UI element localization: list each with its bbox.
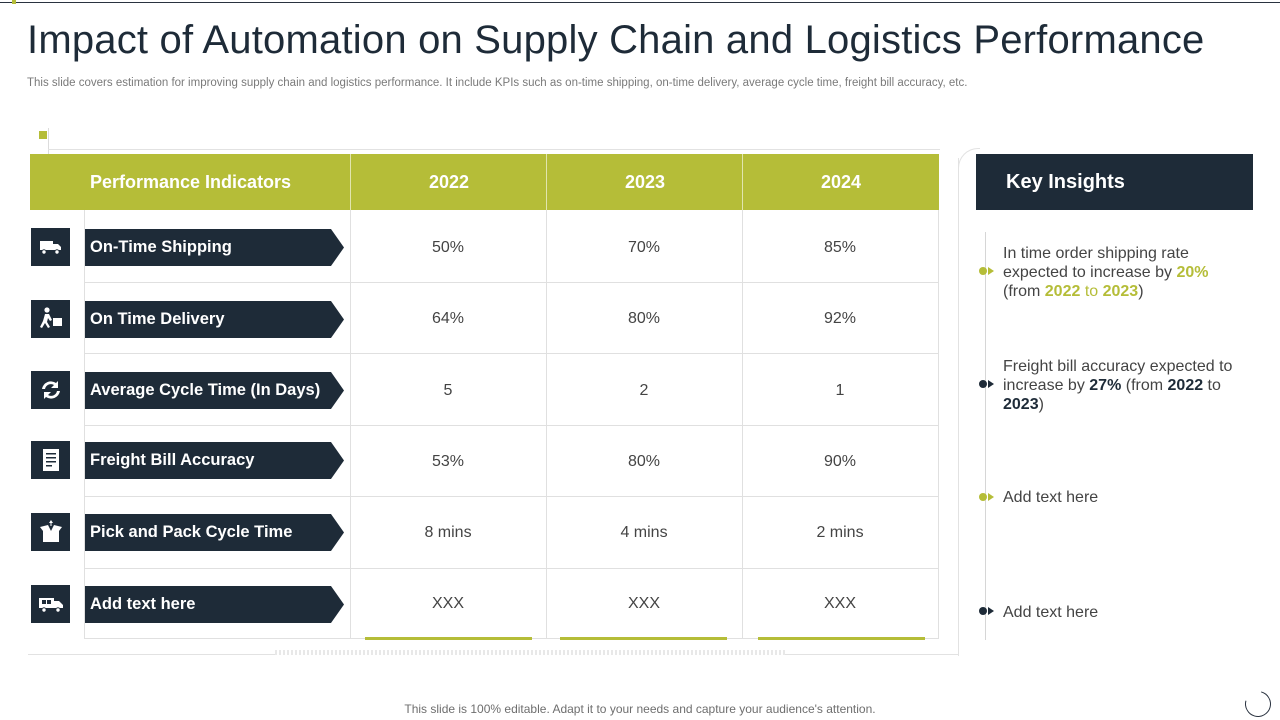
decorative-line xyxy=(958,158,959,656)
cell-2022: 50% xyxy=(431,239,465,256)
header-year-2022: 2022 xyxy=(428,171,470,192)
slide-title: Impact of Automation on Supply Chain and… xyxy=(27,18,1205,62)
cell-2022: 5 xyxy=(443,382,453,399)
table-grid-line xyxy=(84,282,939,283)
column-accent-bar xyxy=(560,637,727,640)
header-divider xyxy=(742,154,743,210)
open-box-icon xyxy=(31,513,70,551)
header-divider xyxy=(546,154,547,210)
column-accent-bar xyxy=(365,637,532,640)
cell-2024: 90% xyxy=(823,453,857,470)
table-grid-line xyxy=(84,353,939,354)
row-label-add-text: Add text here xyxy=(85,586,344,623)
cell-2022: 53% xyxy=(431,453,465,470)
top-border-line xyxy=(0,2,1280,3)
top-accent-dot xyxy=(12,0,16,4)
row-label-pick-and-pack-cycle-time: Pick and Pack Cycle Time xyxy=(85,514,344,551)
table-grid-line xyxy=(84,425,939,426)
table-header-row: Performance Indicators 2022 2023 2024 xyxy=(30,154,939,210)
invoice-icon xyxy=(31,441,70,479)
row-label-on-time-delivery: On Time Delivery xyxy=(85,301,344,338)
insights-timeline-line xyxy=(985,232,986,640)
table-grid-line xyxy=(546,210,547,639)
table-grid-line xyxy=(84,496,939,497)
cell-2024: 85% xyxy=(823,239,857,256)
delivery-person-icon xyxy=(31,300,70,338)
delivery-van-icon xyxy=(31,585,70,623)
bullet-icon xyxy=(979,379,995,389)
cell-2022: 8 mins xyxy=(424,524,472,541)
insight-item: Add text here xyxy=(1003,489,1099,506)
table-grid-line xyxy=(84,568,939,569)
header-year-2023: 2023 xyxy=(624,171,666,192)
decorative-line xyxy=(48,128,49,154)
cell-2023: 80% xyxy=(627,453,661,470)
header-year-2024: 2024 xyxy=(820,171,862,192)
insight-item: Freight bill accuracy expected to increa… xyxy=(1003,358,1233,413)
bullet-icon xyxy=(979,492,995,502)
row-label-on-time-shipping: On-Time Shipping xyxy=(85,229,344,266)
decorative-hatch xyxy=(275,650,785,655)
insight-item: Add text here xyxy=(1003,604,1099,621)
cell-2024: 2 mins xyxy=(816,524,864,541)
header-divider xyxy=(350,154,351,210)
row-label-freight-bill-accuracy: Freight Bill Accuracy xyxy=(85,442,344,479)
cycle-arrows-icon xyxy=(31,371,70,409)
cell-2024: XXX xyxy=(823,595,856,612)
column-accent-bar xyxy=(758,637,925,640)
table-grid-line xyxy=(742,210,743,639)
bullet-icon xyxy=(979,266,995,276)
cell-2024: 1 xyxy=(835,382,845,399)
accent-square xyxy=(39,131,47,139)
cell-2023: 2 xyxy=(639,382,649,399)
cell-2023: XXX xyxy=(627,595,660,612)
cell-2022: XXX xyxy=(431,595,464,612)
cell-2023: 4 mins xyxy=(620,524,668,541)
truck-icon xyxy=(31,228,70,266)
cell-2023: 70% xyxy=(627,239,661,256)
decorative-line xyxy=(48,149,940,150)
header-performance-indicators: Performance Indicators xyxy=(90,171,292,192)
row-label-average-cycle-time: Average Cycle Time (In Days) xyxy=(85,372,344,409)
bullet-icon xyxy=(979,606,995,616)
insight-item: In time order shipping rate expected to … xyxy=(1003,245,1209,300)
key-insights-header: Key Insights xyxy=(976,154,1253,210)
cell-2024: 92% xyxy=(823,310,857,327)
cell-2022: 64% xyxy=(431,310,465,327)
cell-2023: 80% xyxy=(627,310,661,327)
slide-subtitle: This slide covers estimation for improvi… xyxy=(27,77,968,89)
table-grid-line xyxy=(350,210,351,639)
slide-footer: This slide is 100% editable. Adapt it to… xyxy=(404,702,876,716)
